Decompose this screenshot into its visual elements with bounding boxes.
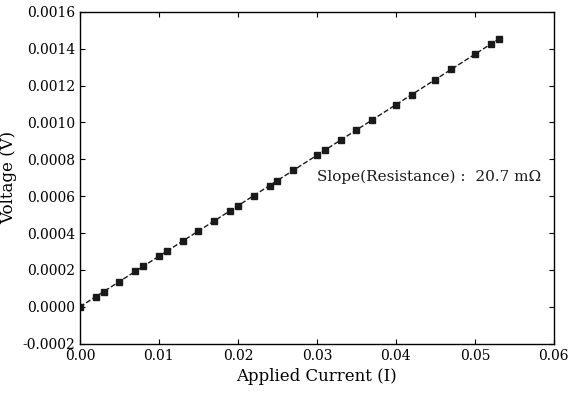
Y-axis label: Voltage (V): Voltage (V) bbox=[0, 131, 17, 224]
Text: Slope(Resistance) :  20.7 mΩ: Slope(Resistance) : 20.7 mΩ bbox=[317, 170, 541, 184]
X-axis label: Applied Current (I): Applied Current (I) bbox=[236, 368, 397, 385]
